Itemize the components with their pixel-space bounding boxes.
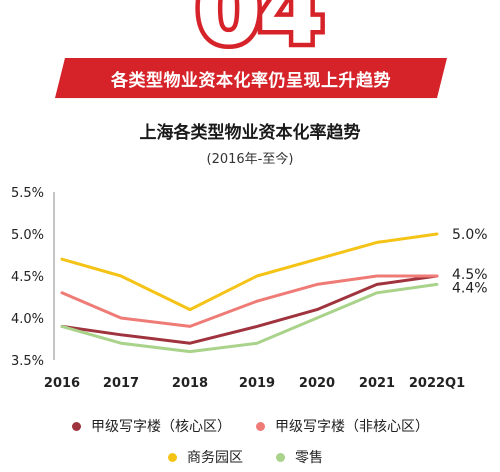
x-tick-label: 2019 <box>239 376 275 390</box>
legend-item-noncore-office: 甲级写字楼（非核心区） <box>256 416 429 436</box>
series-lines <box>60 232 439 354</box>
legend-label: 甲级写字楼（核心区） <box>91 419 231 435</box>
chart-subtitle: (2016年-至今) <box>206 152 294 167</box>
y-tick-label: 4.5% <box>11 270 44 285</box>
series-line-0 <box>60 274 439 345</box>
x-tick-label: 2022Q1 <box>409 376 465 390</box>
y-tick-label: 5.5% <box>11 186 44 201</box>
legend-swatch <box>276 452 285 462</box>
chart-legend: 甲级写字楼（核心区） 甲级写字楼（非核心区） 商务园区 零售 <box>0 410 500 472</box>
chart-title: 上海各类型物业资本化率趋势 <box>139 123 361 143</box>
legend-label: 商务园区 <box>187 450 243 466</box>
hero-header: 04 各类型物业资本化率仍呈现上升趋势 <box>0 0 500 110</box>
series-line-2 <box>60 232 439 312</box>
end-value-label: 4.4% <box>452 280 488 296</box>
x-tick-label: 2020 <box>299 376 335 390</box>
banner-title: 各类型物业资本化率仍呈现上升趋势 <box>111 70 391 91</box>
y-tick-label: 4.0% <box>11 312 44 327</box>
y-tick-label: 3.5% <box>11 354 44 369</box>
legend-item-retail: 零售 <box>276 447 323 467</box>
series-line-1 <box>60 274 439 328</box>
legend-swatch <box>168 452 177 462</box>
series-line-3 <box>60 282 439 354</box>
y-tick-label: 5.0% <box>11 228 44 243</box>
end-value-label: 5.0% <box>452 227 488 243</box>
legend-swatch <box>72 421 81 431</box>
x-tick-label: 2018 <box>172 376 208 390</box>
end-value-label: 4.5% <box>452 267 488 283</box>
x-tick-label: 2021 <box>359 376 395 390</box>
x-tick-label: 2016 <box>44 376 80 390</box>
line-chart: 5.5% 5.0% 4.5% 4.0% 3.5% 2016 2017 2018 2019 202… <box>11 186 488 390</box>
section-number: 04 <box>191 0 330 66</box>
legend-item-business-park: 商务园区 <box>168 447 243 467</box>
legend-item-core-office: 甲级写字楼（核心区） <box>72 416 231 436</box>
end-labels: 5.0% 4.5%4.4% <box>452 227 488 296</box>
y-axis-ticks: 5.5% 5.0% 4.5% 4.0% 3.5% <box>11 186 44 369</box>
legend-label: 甲级写字楼（非核心区） <box>275 419 429 435</box>
legend-swatch <box>256 421 265 431</box>
legend-label: 零售 <box>295 450 323 466</box>
x-tick-label: 2017 <box>103 376 139 390</box>
x-axis-ticks: 2016 2017 2018 2019 2020 2021 2022Q1 <box>44 376 465 390</box>
